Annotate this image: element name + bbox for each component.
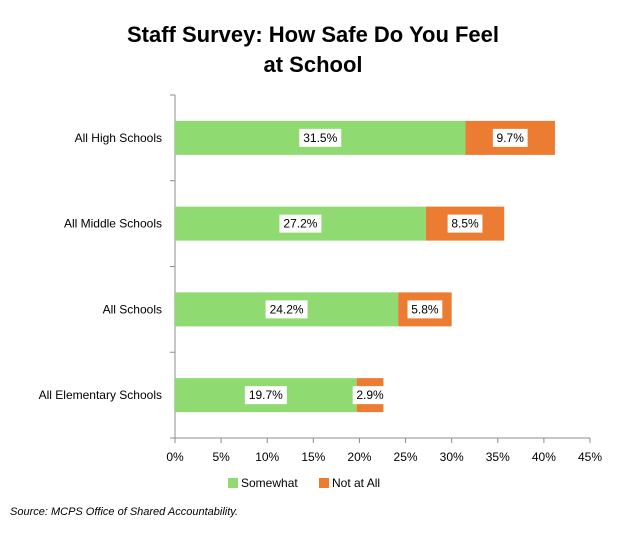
data-label: 27.2%	[283, 217, 317, 231]
chart-title: Staff Survey: How Safe Do You Feel at Sc…	[0, 20, 626, 80]
category-label: All High Schools	[75, 131, 162, 145]
data-label: 9.7%	[497, 131, 525, 145]
source-note: Source: MCPS Office of Shared Accountabi…	[10, 506, 239, 518]
data-label-box	[244, 386, 287, 405]
x-tick-label: 0%	[166, 450, 184, 464]
x-tick-label: 5%	[212, 450, 230, 464]
data-label: 24.2%	[270, 302, 304, 316]
legend-label: Not at All	[332, 476, 380, 490]
data-label-box	[447, 214, 483, 233]
x-tick-label: 30%	[440, 450, 464, 464]
data-label: 2.9%	[356, 388, 384, 402]
data-label: 19.7%	[249, 388, 283, 402]
data-label: 31.5%	[303, 131, 337, 145]
data-label: 5.8%	[411, 302, 439, 316]
data-label-box	[492, 128, 528, 147]
category-label: All Middle Schools	[64, 217, 162, 231]
category-label: All Elementary Schools	[39, 388, 162, 402]
data-label-box	[299, 128, 342, 147]
x-tick-label: 10%	[255, 450, 279, 464]
category-label: All Schools	[103, 302, 162, 316]
x-tick-label: 35%	[486, 450, 510, 464]
x-tick-label: 45%	[578, 450, 602, 464]
chart-title-line-2: at School	[263, 52, 363, 77]
data-label: 8.5%	[451, 217, 479, 231]
chart-title-line-1: Staff Survey: How Safe Do You Feel	[126, 22, 500, 47]
x-tick-label: 20%	[347, 450, 371, 464]
data-label-box	[407, 300, 443, 319]
legend-swatch	[228, 478, 238, 488]
legend-swatch	[319, 478, 329, 488]
data-label-box	[352, 386, 388, 405]
x-tick-label: 40%	[532, 450, 556, 464]
data-label-box	[265, 300, 308, 319]
data-label-box	[279, 214, 322, 233]
x-tick-label: 25%	[394, 450, 418, 464]
legend-label: Somewhat	[241, 476, 298, 490]
x-tick-label: 15%	[301, 450, 325, 464]
